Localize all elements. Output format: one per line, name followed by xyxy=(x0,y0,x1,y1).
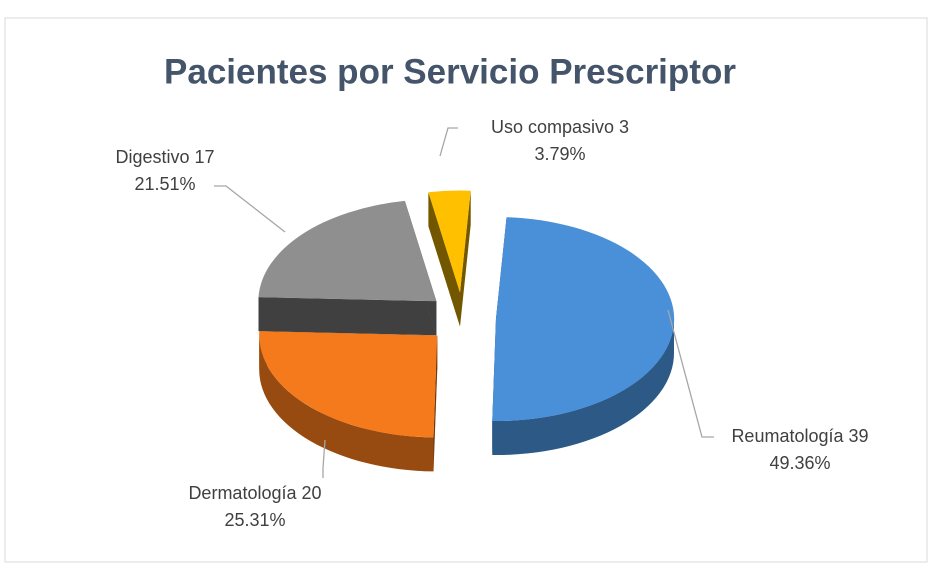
data-label: Reumatología 39 xyxy=(731,426,868,446)
value-label: 3 xyxy=(619,117,629,137)
slice xyxy=(428,190,471,327)
slice-top xyxy=(428,190,471,293)
slice-wall xyxy=(492,319,674,456)
leader-line xyxy=(667,309,714,438)
category-name: Reumatología xyxy=(731,426,844,446)
slice-wall-shade xyxy=(492,319,674,456)
labels: Reumatología 39 49.36% Dermatología 20 25.3… xyxy=(115,117,868,530)
slice xyxy=(259,331,438,472)
leader-line xyxy=(439,127,458,157)
leader-line xyxy=(322,439,326,478)
pie xyxy=(258,190,675,472)
value-label: 20 xyxy=(302,483,322,503)
data-label: Dermatología 20 xyxy=(188,483,321,503)
value-label: 39 xyxy=(849,426,869,446)
leader-line xyxy=(214,185,286,233)
category-name: Uso compasivo xyxy=(491,117,614,137)
data-label: Uso compasivo 3 xyxy=(491,117,629,137)
slice xyxy=(258,200,437,336)
category-name: Digestivo xyxy=(115,147,189,167)
category-name: Dermatología xyxy=(188,483,297,503)
slice-side-shade xyxy=(428,192,460,327)
value-label: 17 xyxy=(195,147,215,167)
data-label: Digestivo 17 xyxy=(115,147,214,167)
percent-label: 49.36% xyxy=(769,453,830,473)
slice-top xyxy=(259,331,438,438)
slice xyxy=(492,217,675,456)
chart-title: Pacientes por Servicio Prescriptor xyxy=(164,52,736,91)
percent-label: 3.79% xyxy=(534,144,585,164)
chart-frame xyxy=(4,17,928,563)
slice-side-shade xyxy=(433,335,438,472)
slice-wall-shade xyxy=(259,335,434,472)
slice-top xyxy=(258,200,437,302)
percent-label: 21.51% xyxy=(134,174,195,194)
slice-wall xyxy=(259,335,434,472)
slice-side-shade xyxy=(258,297,437,336)
slice-side-shade xyxy=(459,190,471,327)
slice-top xyxy=(492,217,675,422)
percent-label: 25.31% xyxy=(224,510,285,530)
